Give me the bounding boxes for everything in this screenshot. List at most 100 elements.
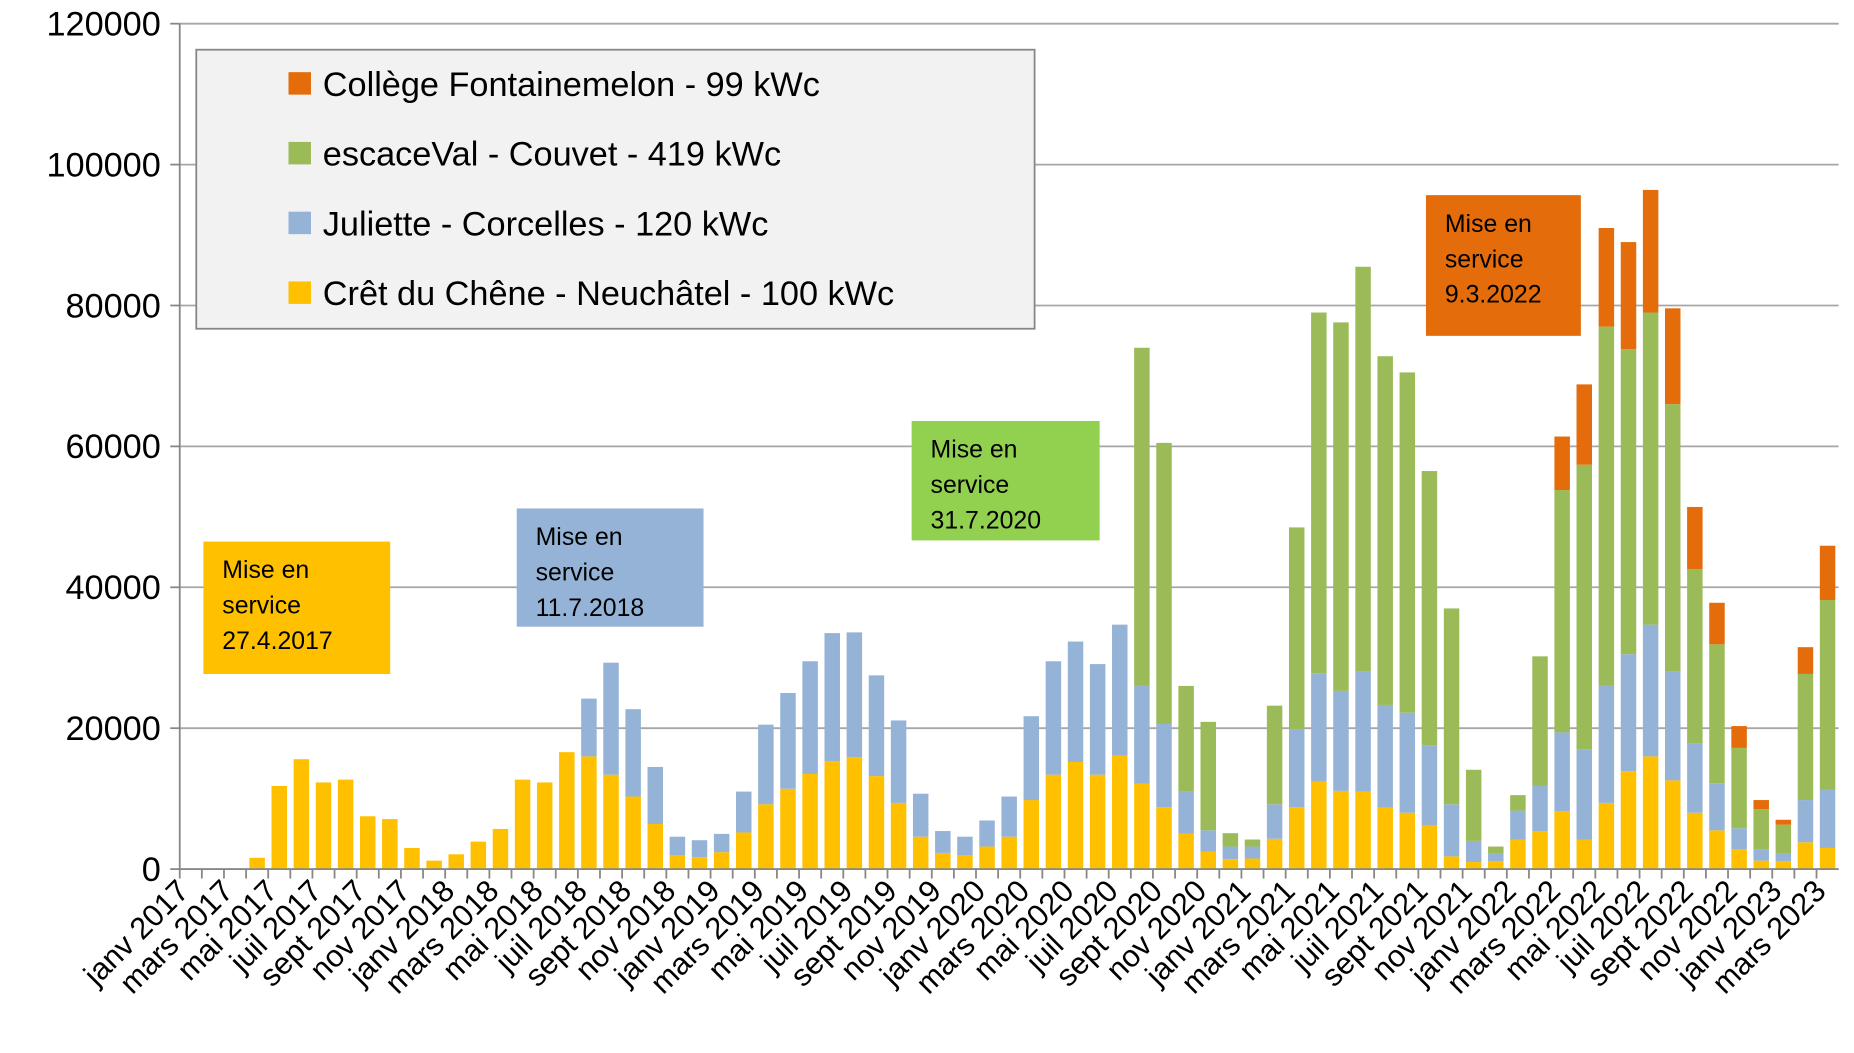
bar-segment	[1709, 830, 1725, 870]
bar-segment	[1421, 471, 1438, 746]
bar-segment	[1399, 812, 1416, 870]
bar-segment	[1687, 812, 1703, 870]
bar-segment	[669, 836, 686, 856]
bar-segment	[1333, 322, 1349, 691]
bar-segment	[736, 832, 752, 870]
bar-segment	[1089, 774, 1106, 870]
bar-segment	[249, 857, 265, 870]
bar-segment	[1200, 830, 1216, 852]
y-tick-label: 60000	[66, 428, 161, 466]
bar-segment	[713, 833, 730, 853]
bar-segment	[1465, 862, 1482, 870]
bar-segment	[1576, 384, 1593, 465]
bar-segment	[802, 773, 818, 870]
annotation-text: service	[931, 472, 1010, 499]
bar-segment	[337, 779, 354, 870]
bar-segment	[1797, 647, 1814, 674]
bar-segment	[271, 785, 288, 870]
bar-segment	[1244, 839, 1261, 847]
bar-segment	[1488, 861, 1504, 870]
bar-segment	[1134, 783, 1150, 870]
legend-label: escaceVal - Couvet - 419 kWc	[323, 136, 781, 174]
bar-segment	[1687, 506, 1703, 569]
annotation-text: 31.7.2020	[931, 508, 1041, 535]
bar-segment	[1311, 673, 1327, 782]
bar-segment	[1266, 705, 1283, 805]
bar-segment	[1488, 846, 1504, 854]
bar-segment	[1819, 545, 1836, 600]
bar-segment	[625, 709, 641, 797]
bar-segment	[581, 756, 597, 870]
bar-segment	[935, 852, 951, 870]
bar-segment	[1731, 828, 1747, 850]
bar-segment	[713, 852, 730, 870]
annotation: Mise en service 11.7.2018	[516, 508, 704, 627]
bar-segment	[1642, 756, 1659, 870]
bar-segment	[1465, 840, 1482, 863]
bar-segment	[1819, 847, 1836, 870]
annotation-box	[1425, 195, 1581, 336]
bar-segment	[1642, 189, 1659, 313]
bar-segment	[1377, 807, 1393, 870]
bar-segment	[1731, 747, 1747, 829]
legend-label: Crêt du Chêne - Neuchâtel - 100 kWc	[323, 275, 894, 313]
bar-segment	[669, 855, 686, 870]
annotation-text: Mise en	[931, 437, 1018, 464]
bar-segment	[890, 802, 907, 870]
legend-swatch	[288, 141, 311, 165]
bar-segment	[1576, 464, 1593, 750]
bar-segment	[1664, 780, 1681, 870]
bar-segment	[647, 824, 664, 870]
bar-segment	[1311, 781, 1327, 870]
bar-segment	[780, 788, 796, 870]
bar-segment	[1200, 851, 1216, 870]
bar-segment	[1731, 726, 1747, 748]
bar-segment	[1620, 771, 1637, 870]
bar-segment	[1112, 755, 1128, 870]
bar-segment	[736, 791, 752, 833]
legend-box	[195, 48, 1036, 330]
bar-segment	[868, 776, 885, 870]
bar-segment	[1554, 436, 1570, 491]
bar-segment	[824, 761, 840, 870]
bar-segment	[691, 840, 708, 858]
y-tick-label: 0	[142, 851, 161, 889]
bar-segment	[1709, 783, 1725, 831]
bar-segment	[1532, 656, 1548, 786]
bar-segment	[1244, 858, 1261, 870]
annotation-text: service	[1445, 246, 1524, 273]
annotation-box	[203, 541, 391, 675]
bar-segment	[1664, 308, 1681, 405]
annotation-text: service	[536, 560, 615, 587]
bar-segment	[1465, 769, 1482, 841]
annotation-text: Mise en	[222, 557, 309, 584]
bar-segment	[1753, 800, 1769, 810]
bar-segment	[559, 752, 575, 870]
bar-segment	[1598, 227, 1615, 327]
bar-segment	[647, 766, 664, 825]
legend: Collège Fontainemelon - 99 kWc escaceVal …	[195, 48, 1036, 330]
bar-segment	[935, 831, 951, 853]
bar-segment	[581, 698, 597, 757]
bar-segment	[758, 724, 774, 805]
bar-segment	[802, 661, 818, 774]
bar-segment	[1023, 716, 1040, 801]
bar-segment	[1532, 785, 1548, 832]
annotation-text: 9.3.2022	[1445, 282, 1542, 309]
bar-segment	[1620, 349, 1637, 655]
bar-segment	[1620, 242, 1637, 350]
bar-segment	[1554, 732, 1570, 812]
bar-segment	[1775, 853, 1792, 862]
bar-segment	[1598, 802, 1615, 870]
bar-segment	[1001, 796, 1017, 837]
annotation-text: service	[222, 593, 301, 620]
legend-swatch	[288, 211, 311, 235]
bar-segment	[1266, 838, 1283, 870]
y-tick-label: 80000	[66, 287, 161, 325]
bar-segment	[890, 720, 907, 803]
bar-segment	[514, 779, 531, 870]
bar-segment	[1510, 795, 1526, 811]
annotation: Mise en service 27.4.2017	[203, 541, 391, 675]
bar-segment	[1156, 442, 1172, 724]
